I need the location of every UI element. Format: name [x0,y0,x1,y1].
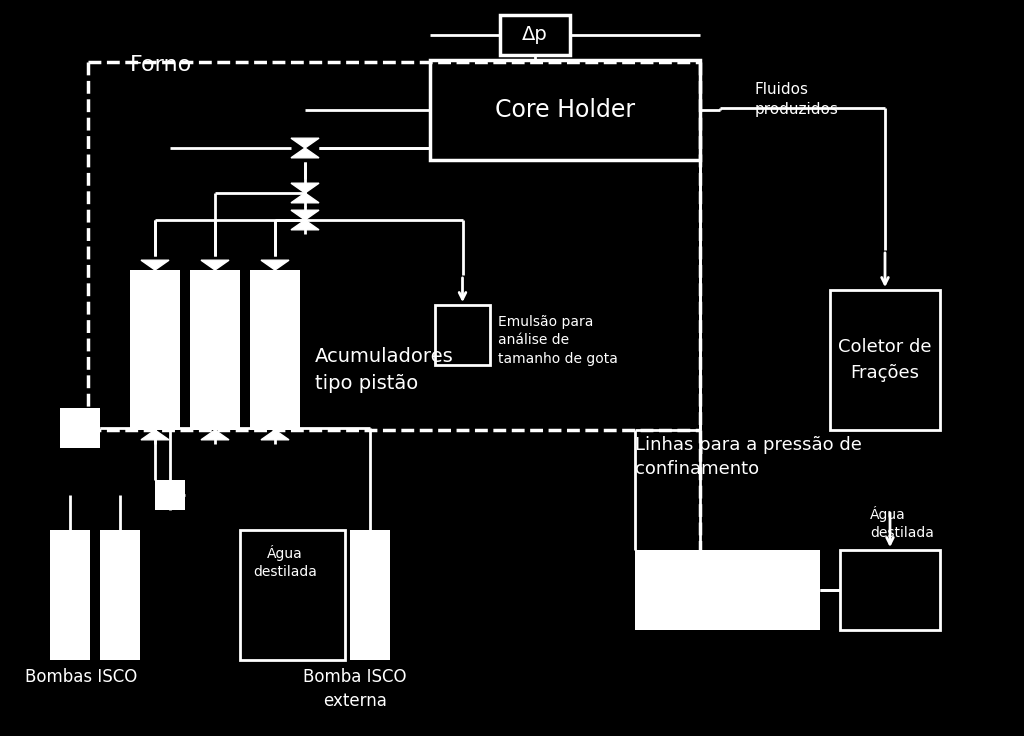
Bar [250,270,300,430]
Polygon shape [291,138,319,148]
Text: Forno: Forno [130,55,193,75]
Bar [435,305,490,365]
Bar [50,530,90,660]
Bar [60,408,100,448]
Text: Δp: Δp [522,26,548,44]
Polygon shape [291,193,319,203]
Bar [155,480,185,510]
Bar [635,550,820,630]
Bar [830,290,940,430]
Text: Água
destilada: Água destilada [870,506,934,540]
Polygon shape [141,270,169,280]
Polygon shape [291,210,319,220]
Bar [130,270,180,430]
Text: Bomba ISCO
externa: Bomba ISCO externa [303,668,407,710]
Polygon shape [201,270,229,280]
Polygon shape [291,183,319,193]
Bar [350,530,390,660]
Bar [500,15,570,55]
Bar [840,550,940,630]
Polygon shape [261,430,289,440]
Polygon shape [141,261,169,270]
Polygon shape [291,148,319,158]
Text: Fluidos
produzidos: Fluidos produzidos [755,82,839,117]
Text: Core Holder: Core Holder [495,98,635,122]
Bar [100,530,140,660]
Polygon shape [261,270,289,280]
Polygon shape [201,420,229,430]
Bar [430,60,700,160]
Polygon shape [291,220,319,230]
Bar [240,530,345,660]
Polygon shape [141,420,169,430]
Bar [190,270,240,430]
Text: Emulsão para
análise de
tamanho de gota: Emulsão para análise de tamanho de gota [498,315,617,366]
Text: Bombas ISCO: Bombas ISCO [25,668,137,686]
Polygon shape [201,430,229,440]
Text: Coletor de
Frações: Coletor de Frações [839,339,932,381]
Text: Linhas para a pressão de
confinamento: Linhas para a pressão de confinamento [635,436,862,478]
Polygon shape [141,430,169,440]
Polygon shape [261,261,289,270]
Text: Acumuladores
tipo pistão: Acumuladores tipo pistão [315,347,454,393]
Text: Água
destilada: Água destilada [253,545,317,579]
Polygon shape [201,261,229,270]
Polygon shape [261,420,289,430]
